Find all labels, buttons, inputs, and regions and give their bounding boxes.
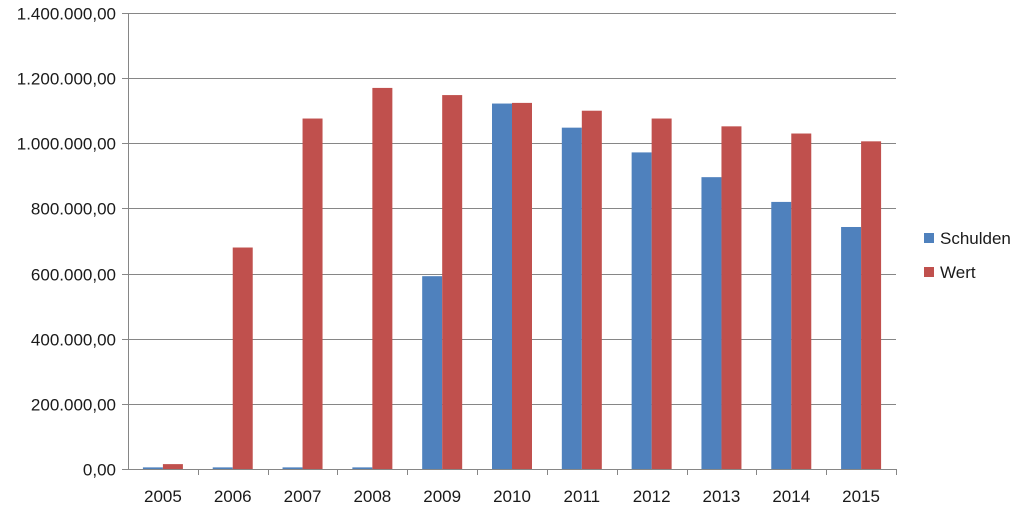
- x-tick-label: 2010: [493, 487, 531, 506]
- bar-wert-2010: [512, 102, 532, 469]
- y-tick-label: 400.000,00: [31, 331, 116, 350]
- x-tick-label: 2011: [564, 487, 601, 506]
- x-tick-label: 2015: [842, 487, 880, 506]
- bar-wert-2009: [442, 95, 463, 469]
- axes: [122, 13, 897, 475]
- y-tick-label: 1.200.000,00: [17, 70, 116, 89]
- bar-schulden-2010: [492, 103, 512, 469]
- x-axis-tick-labels: 2005 2006 2007 2008 2009 2010 2011 2012 2013 2014…: [144, 487, 880, 506]
- bar-schulden-2007: [282, 467, 303, 469]
- legend-label-schulden: Schulden: [940, 229, 1011, 248]
- y-tick-label: 1.400.000,00: [17, 5, 116, 24]
- y-tick-label: 800.000,00: [31, 200, 116, 219]
- x-tick-label: 2014: [772, 487, 810, 506]
- legend: Schulden Wert: [924, 229, 1011, 282]
- bar-wert-2008: [372, 87, 393, 470]
- bar-wert-2005: [162, 464, 183, 469]
- bar-schulden-2014: [771, 201, 792, 469]
- x-tick-label: 2013: [703, 487, 741, 506]
- legend-swatch-wert: [924, 267, 934, 277]
- bar-schulden-2015: [841, 226, 862, 469]
- y-axis-tick-labels: 0,00 200.000,00 400.000,00 600.000,00 800.00…: [17, 5, 116, 480]
- bar-wert-2014: [791, 133, 812, 469]
- bar-wert-2011: [581, 110, 602, 469]
- x-tick-label: 2009: [423, 487, 461, 506]
- x-tick-label: 2012: [633, 487, 671, 506]
- y-tick-label: 600.000,00: [31, 266, 116, 285]
- bar-wert-2012: [651, 118, 672, 469]
- bar-schulden-2011: [561, 127, 582, 469]
- bar-wert-2013: [721, 126, 742, 469]
- x-tick-label: 2008: [353, 487, 391, 506]
- bar-wert-2006: [232, 247, 253, 469]
- x-tick-label: 2005: [144, 487, 182, 506]
- bar-schulden-2012: [631, 152, 652, 470]
- y-tick-label: 1.000.000,00: [17, 135, 116, 154]
- bar-wert-2015: [861, 141, 882, 469]
- legend-label-wert: Wert: [940, 263, 976, 282]
- legend-swatch-schulden: [924, 233, 934, 243]
- bar-schulden-2005: [142, 467, 163, 469]
- bar-schulden-2008: [352, 467, 373, 469]
- y-tick-label: 0,00: [83, 461, 116, 480]
- bar-schulden-2013: [701, 177, 722, 469]
- x-tick-label: 2007: [284, 487, 322, 506]
- bar-wert-2007: [302, 118, 323, 469]
- bar-schulden-2009: [422, 276, 443, 469]
- bar-schulden-2006: [212, 467, 233, 469]
- x-tick-label: 2006: [214, 487, 252, 506]
- y-tick-label: 200.000,00: [31, 396, 116, 415]
- bars: [142, 87, 882, 470]
